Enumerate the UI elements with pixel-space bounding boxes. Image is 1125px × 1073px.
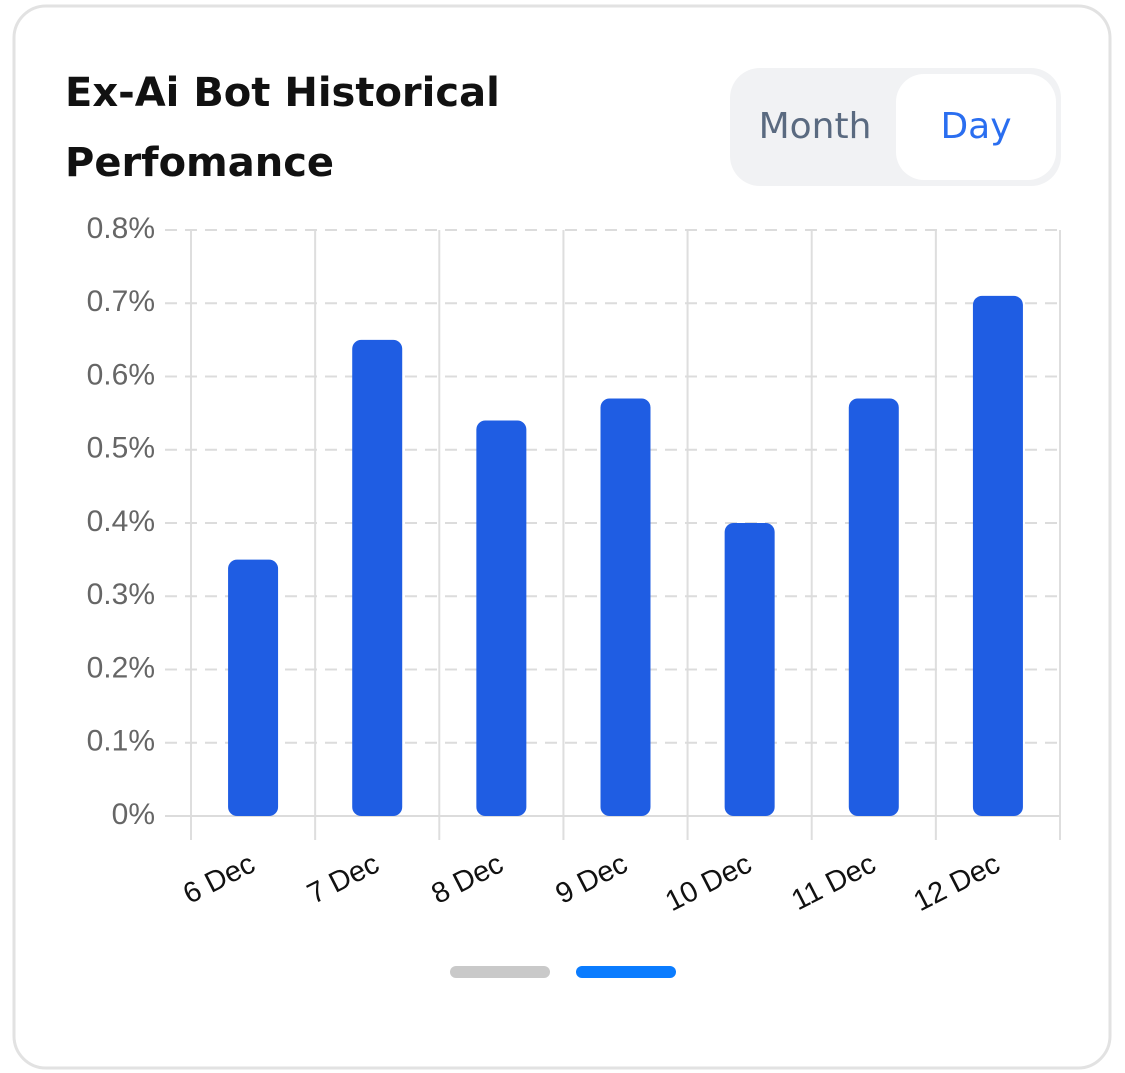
y-tick-label: 0.4% xyxy=(87,505,155,538)
bar xyxy=(724,523,775,816)
y-tick-label: 0.2% xyxy=(87,651,155,684)
selected-pill xyxy=(896,74,1056,180)
bar xyxy=(352,339,403,816)
bar xyxy=(848,398,899,816)
bar xyxy=(476,420,527,816)
y-tick-label: 0.6% xyxy=(87,358,155,391)
toggle-month[interactable]: Month xyxy=(759,106,872,147)
y-tick-label: 0% xyxy=(112,798,155,831)
bar xyxy=(600,398,651,816)
y-tick-label: 0.7% xyxy=(87,285,155,318)
bar xyxy=(228,559,279,816)
toggle-day[interactable]: Day xyxy=(940,106,1011,147)
y-tick-label: 0.1% xyxy=(87,725,155,758)
y-tick-label: 0.3% xyxy=(87,578,155,611)
bar xyxy=(972,295,1023,816)
y-tick-label: 0.5% xyxy=(87,432,155,465)
page-dot[interactable] xyxy=(450,966,550,978)
page-dot-active[interactable] xyxy=(576,966,676,978)
y-tick-label: 0.8% xyxy=(87,212,155,245)
chart-title: Ex-Ai Bot Historical Perfomance xyxy=(65,70,500,186)
card xyxy=(12,4,1112,1070)
